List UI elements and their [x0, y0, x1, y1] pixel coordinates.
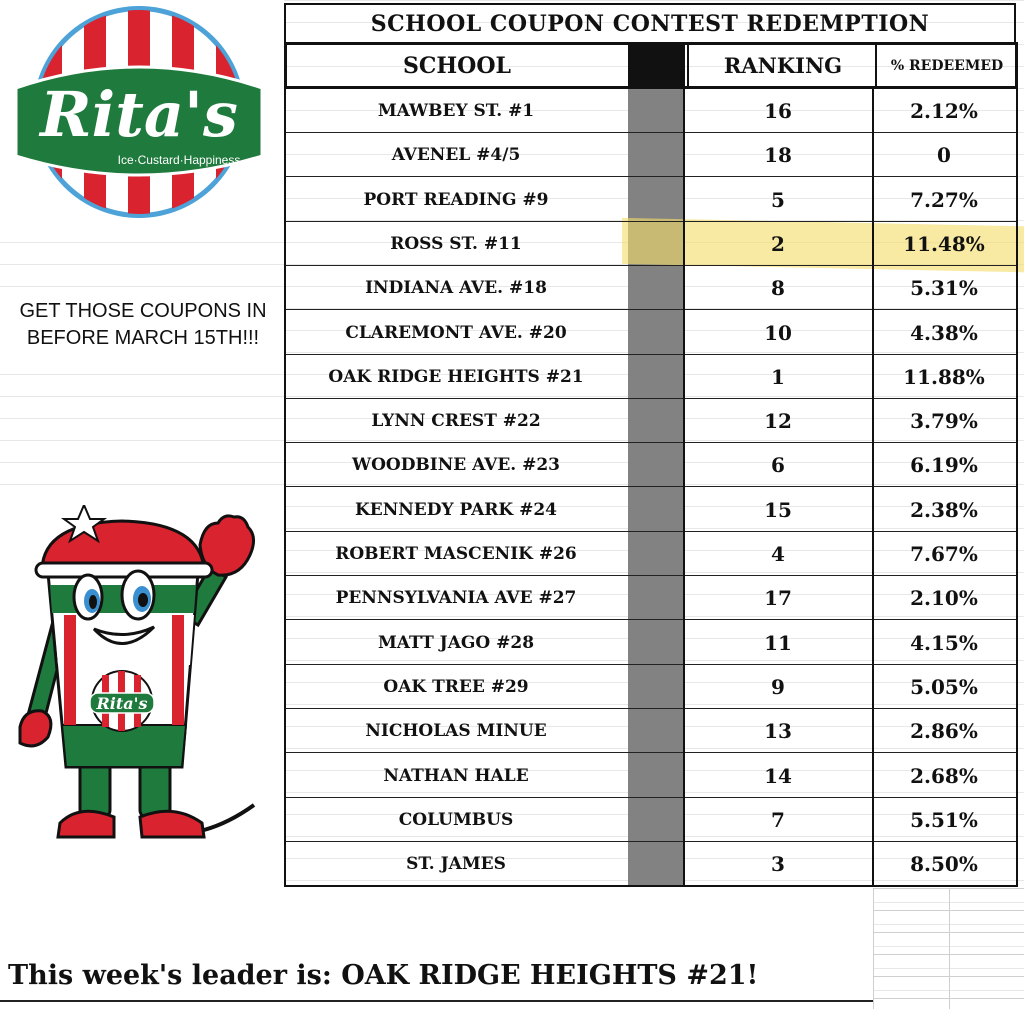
school-name-cell: ROSS ST. #11 — [390, 233, 522, 254]
note-line-2: BEFORE MARCH 15TH!!! — [26, 327, 260, 349]
percent-redeemed-cell: 6.19% — [910, 453, 978, 478]
ranking-cell: 14 — [764, 763, 792, 788]
school-name-cell: OAK TREE #29 — [383, 676, 529, 697]
coupon-deadline-note: GET THOSE COUPONS IN BEFORE MARCH 15TH!!… — [4, 298, 282, 352]
percent-redeemed-cell: 5.51% — [910, 807, 978, 832]
percent-redeemed-cell: 7.27% — [910, 187, 978, 212]
school-name-cell: ROBERT MASCENIK #26 — [335, 544, 577, 564]
spreadsheet-grid-corner — [873, 888, 1024, 1009]
school-name-cell: CLAREMONT AVE. #20 — [345, 322, 567, 343]
percent-redeemed-cell: 2.10% — [910, 586, 978, 611]
percent-redeemed-cell: 2.38% — [910, 497, 978, 522]
school-name-cell: NICHOLAS MINUE — [365, 721, 547, 742]
school-name-cell: ST. JAMES — [406, 854, 506, 875]
ranking-cell: 1 — [771, 364, 785, 389]
footer-backdrop — [0, 888, 873, 1009]
percent-redeemed-cell: 4.15% — [910, 630, 978, 655]
table-row: MAWBEY ST. #1 16 2.12% — [284, 89, 1018, 133]
redemption-table: SCHOOL COUPON CONTEST REDEMPTION SCHOOL … — [284, 3, 1024, 887]
school-name-cell: AVENEL #4/5 — [391, 145, 521, 166]
table-row: KENNEDY PARK #24 15 2.38% — [284, 488, 1018, 532]
ranking-cell: 8 — [771, 276, 785, 301]
table-row: MATT JAGO #28 11 4.15% — [284, 621, 1018, 665]
table-border-right — [1016, 89, 1018, 887]
table-row: ROBERT MASCENIK #26 4 7.67% — [284, 532, 1018, 576]
school-name-cell: MATT JAGO #28 — [377, 632, 535, 653]
ranking-cell: 15 — [764, 497, 792, 522]
table-row: CLAREMONT AVE. #20 10 4.38% — [284, 311, 1018, 355]
table-row: INDIANA AVE. #18 8 5.31% — [284, 266, 1018, 311]
ranking-cell: 3 — [771, 852, 785, 877]
table-row: COLUMBUS 7 5.51% — [284, 798, 1018, 842]
note-backdrop — [0, 288, 284, 368]
ranking-cell: 16 — [764, 99, 792, 123]
column-divider — [683, 89, 685, 887]
table-row: WOODBINE AVE. #23 6 6.19% — [284, 443, 1018, 488]
leader-underline — [0, 1000, 873, 1002]
school-name-cell: PORT READING #9 — [363, 189, 549, 210]
percent-redeemed-cell: 8.50% — [910, 852, 978, 877]
percent-redeemed-cell: 5.31% — [910, 276, 978, 301]
ranking-cell: 5 — [771, 187, 785, 212]
percent-redeemed-cell: 11.48% — [903, 231, 985, 256]
table-row: OAK RIDGE HEIGHTS #21 1 11.88% — [284, 355, 1018, 399]
ranking-cell: 17 — [764, 586, 792, 611]
header-separator-block — [628, 45, 685, 86]
table-row: AVENEL #4/5 18 0 — [284, 133, 1018, 178]
header-percent-redeemed: % REDEEMED — [875, 45, 1017, 86]
table-row: OAK TREE #29 9 5.05% — [284, 665, 1018, 709]
percent-redeemed-cell: 11.88% — [903, 364, 985, 389]
table-row: ST. JAMES 3 8.50% — [284, 842, 1018, 887]
school-name-cell: LYNN CREST #22 — [371, 411, 541, 432]
school-name-cell: WOODBINE AVE. #23 — [351, 455, 561, 476]
percent-redeemed-cell: 2.68% — [910, 763, 978, 788]
note-line-1: GET THOSE COUPONS IN — [19, 300, 267, 322]
ritas-logo: Rita's Ice·Custard·Happiness — [14, 6, 264, 218]
mascot-badge-text: Rita's — [95, 694, 147, 713]
header-school: SCHOOL — [403, 52, 511, 79]
percent-redeemed-cell: 5.05% — [910, 674, 978, 699]
percent-redeemed-cell: 7.67% — [910, 542, 978, 566]
table-header-row: SCHOOL RANKING % REDEEMED — [284, 42, 1018, 89]
school-name-cell: COLUMBUS — [398, 809, 514, 830]
table-border-left — [284, 89, 286, 887]
school-name-cell: KENNEDY PARK #24 — [354, 499, 558, 520]
ranking-cell: 12 — [764, 409, 792, 434]
ranking-cell: 10 — [764, 320, 792, 345]
ranking-cell: 11 — [764, 630, 792, 655]
column-divider — [872, 89, 874, 887]
ranking-cell: 2 — [771, 231, 785, 256]
ranking-cell: 7 — [771, 807, 785, 832]
table-border-bottom — [284, 885, 1018, 887]
logo-tagline: Ice·Custard·Happiness — [118, 153, 241, 167]
ranking-cell: 6 — [771, 453, 785, 478]
school-name-cell: PENNSYLVANIA AVE #27 — [335, 588, 577, 609]
logo-wordmark: Rita's — [38, 78, 238, 151]
table-title: SCHOOL COUPON CONTEST REDEMPTION — [284, 3, 1016, 42]
percent-redeemed-cell: 4.38% — [910, 320, 978, 345]
weekly-leader-banner: This week's leader is: OAK RIDGE HEIGHTS… — [8, 960, 759, 991]
header-ranking: RANKING — [687, 45, 877, 86]
percent-redeemed-cell: 0 — [937, 143, 951, 168]
school-name-cell: NATHAN HALE — [383, 765, 529, 786]
table-row: LYNN CREST #22 12 3.79% — [284, 399, 1018, 444]
percent-redeemed-cell: 2.12% — [910, 99, 978, 123]
percent-redeemed-cell: 3.79% — [910, 409, 978, 434]
table-row: ROSS ST. #11 2 11.48% — [284, 222, 1018, 266]
table-row: PENNSYLVANIA AVE #27 17 2.10% — [284, 576, 1018, 621]
ritas-mascot-illustration: Rita's — [18, 505, 256, 839]
percent-redeemed-cell: 2.86% — [910, 719, 978, 744]
ranking-cell: 18 — [764, 143, 792, 168]
ranking-cell: 4 — [771, 542, 785, 566]
school-name-cell: OAK RIDGE HEIGHTS #21 — [328, 366, 584, 387]
ranking-cell: 13 — [764, 719, 792, 744]
table-row: NICHOLAS MINUE 13 2.86% — [284, 709, 1018, 754]
school-name-cell: INDIANA AVE. #18 — [365, 278, 547, 299]
school-name-cell: MAWBEY ST. #1 — [377, 101, 535, 121]
table-row: NATHAN HALE 14 2.68% — [284, 754, 1018, 798]
table-row: PORT READING #9 5 7.27% — [284, 178, 1018, 222]
ranking-cell: 9 — [771, 674, 785, 699]
